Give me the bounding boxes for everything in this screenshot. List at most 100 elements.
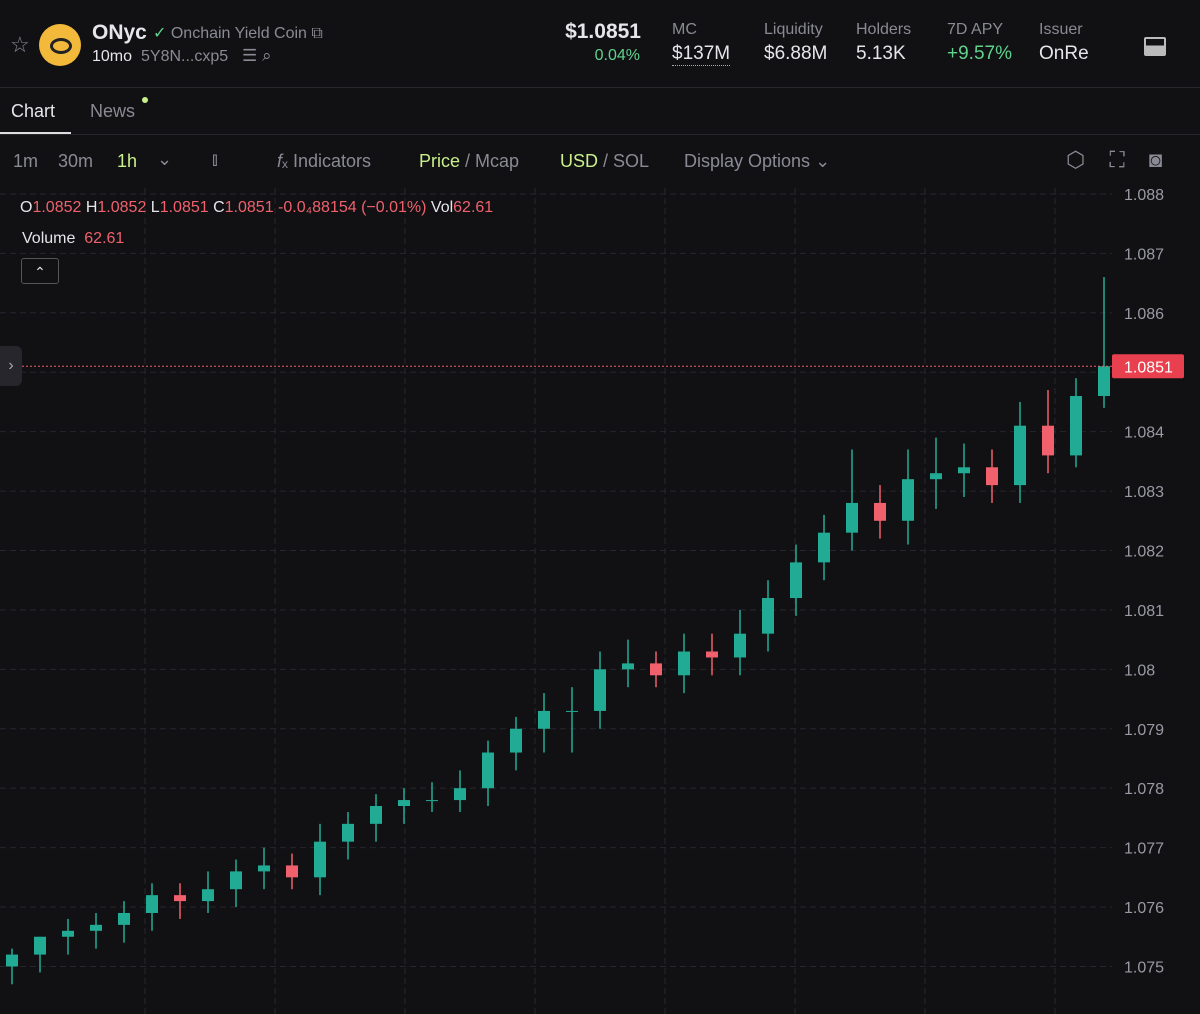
stat-value: +9.57% xyxy=(947,43,1012,64)
y-tick-label: 1.075 xyxy=(1124,959,1164,976)
dropdown[interactable]: ⌄ xyxy=(157,149,173,169)
token-name: ✓ Onchain Yield Coin ⧉ xyxy=(153,25,323,42)
stat-value: 5.13K xyxy=(856,43,906,64)
h-label: H xyxy=(85,199,98,216)
stat-label: Liquidity xyxy=(764,21,823,38)
candle-body xyxy=(538,710,550,729)
collapse-button[interactable]: ⌃ xyxy=(21,258,59,284)
candle-body xyxy=(370,806,382,824)
candle-body xyxy=(734,633,746,658)
news-dot xyxy=(142,97,148,103)
interval[interactable]: 1h xyxy=(117,151,138,171)
icons[interactable]: ☰ ⌕ xyxy=(242,46,272,65)
candle-body xyxy=(846,502,858,533)
candle-body xyxy=(650,663,662,676)
header: ☆ ONyc ✓ Onchain Yield Coin ⧉ 10mo 5Y8N.… xyxy=(0,0,1200,88)
side-toggle[interactable]: › xyxy=(0,346,22,386)
y-tick-label: 1.086 xyxy=(1124,306,1164,323)
candle-body xyxy=(1070,395,1082,456)
age: 10mo xyxy=(92,48,133,65)
star[interactable]: ☆ xyxy=(10,32,30,57)
address[interactable]: 5Y8N...cxp5 xyxy=(141,48,229,65)
y-tick-label: 1.077 xyxy=(1124,841,1164,858)
candle-body xyxy=(146,895,158,913)
candle-body xyxy=(342,823,354,842)
candle-body xyxy=(622,663,634,670)
candle-body xyxy=(818,532,830,563)
stat-label: 7D APY xyxy=(947,21,1004,38)
change: -0.0₄88154 (−0.01%) xyxy=(278,199,427,216)
mcap-toggle: Mcap xyxy=(475,151,520,171)
ohlc-legend: O1.0852 H1.0852 L1.0851 C1.0851 -0.0₄881… xyxy=(20,199,493,217)
tab[interactable]: Chart xyxy=(11,101,56,121)
candle-body xyxy=(1042,425,1054,456)
tool-icons[interactable]: ⬡ ⛶ ◙ xyxy=(1066,147,1163,172)
stat-value: $6.88M xyxy=(764,43,828,64)
layout-toggle[interactable] xyxy=(1144,37,1166,56)
y-tick-label: 1.076 xyxy=(1124,900,1164,917)
y-tick-label: 1.083 xyxy=(1124,484,1164,501)
interval[interactable]: 30m xyxy=(58,151,94,171)
tabs: Chart News xyxy=(0,88,1200,135)
y-tick-label: 1.088 xyxy=(1124,188,1164,204)
candle-body xyxy=(6,954,18,967)
chart: 1.0881.0871.0861.0851.0841.0831.0821.081… xyxy=(0,188,1184,1014)
candle-body xyxy=(398,800,410,807)
y-tick-label: 1.078 xyxy=(1124,781,1164,798)
candle-body xyxy=(902,479,914,521)
candle-body xyxy=(174,895,186,902)
y-tick-label: 1.079 xyxy=(1124,722,1164,739)
last-price-label: 1.0851 xyxy=(1124,359,1173,376)
y-tick-label: 1.08 xyxy=(1124,662,1155,679)
candle-body xyxy=(426,800,438,802)
candle-body xyxy=(958,467,970,474)
toolbar: 1m 30m 1h ⌄ ⫾ fₓ Indicators Price / Mcap… xyxy=(0,135,1200,187)
candle-body xyxy=(874,502,886,521)
candle-icon[interactable]: ⫾ xyxy=(212,149,218,169)
candle-body xyxy=(510,728,522,753)
tab[interactable]: News xyxy=(90,101,136,121)
stat-label: Holders xyxy=(856,21,912,38)
display-options[interactable]: Display Options ⌄ xyxy=(684,151,831,171)
candle-body xyxy=(314,841,326,878)
stat-label: Issuer xyxy=(1039,21,1083,38)
candle-body xyxy=(1014,425,1026,486)
candle-body xyxy=(986,467,998,486)
stat-label: MC xyxy=(672,21,697,38)
interval[interactable]: 1m xyxy=(13,151,39,171)
candle-body xyxy=(790,562,802,599)
candle-body xyxy=(594,669,606,711)
vol-label: Vol xyxy=(430,199,454,216)
y-tick-label: 1.087 xyxy=(1124,246,1164,263)
candle-body xyxy=(118,912,130,925)
last-price-tag xyxy=(1112,354,1184,379)
o: 1.0852 xyxy=(32,199,82,216)
usd-sol[interactable]: USD / SOL xyxy=(560,151,650,171)
l-label: L xyxy=(150,199,160,216)
o-label: O xyxy=(20,199,33,216)
y-tick-label: 1.081 xyxy=(1124,603,1164,620)
candle-body xyxy=(482,752,494,789)
candle-body xyxy=(202,889,214,902)
h: 1.0852 xyxy=(97,199,147,216)
stat-value: OnRe xyxy=(1039,43,1089,64)
price-toggle: Price xyxy=(419,151,461,171)
price-mcap[interactable]: Price / Mcap xyxy=(419,151,520,171)
stat-value: $137M xyxy=(672,43,731,66)
usd-toggle: USD xyxy=(560,151,599,171)
candle-body xyxy=(706,651,718,658)
volume: 62.61 xyxy=(84,230,125,247)
sol-toggle: SOL xyxy=(613,151,650,171)
volume-label: Volume xyxy=(22,230,76,247)
candle-body xyxy=(230,871,242,890)
l: 1.0851 xyxy=(159,199,209,216)
candle-body xyxy=(62,930,74,937)
vol: 62.61 xyxy=(453,199,494,216)
candle-body xyxy=(930,473,942,480)
indicators[interactable]: fₓ Indicators xyxy=(277,151,371,171)
symbol: ONyc xyxy=(92,21,147,44)
tab-underline xyxy=(0,132,71,134)
c-label: C xyxy=(213,199,225,216)
candle-body xyxy=(566,710,578,712)
